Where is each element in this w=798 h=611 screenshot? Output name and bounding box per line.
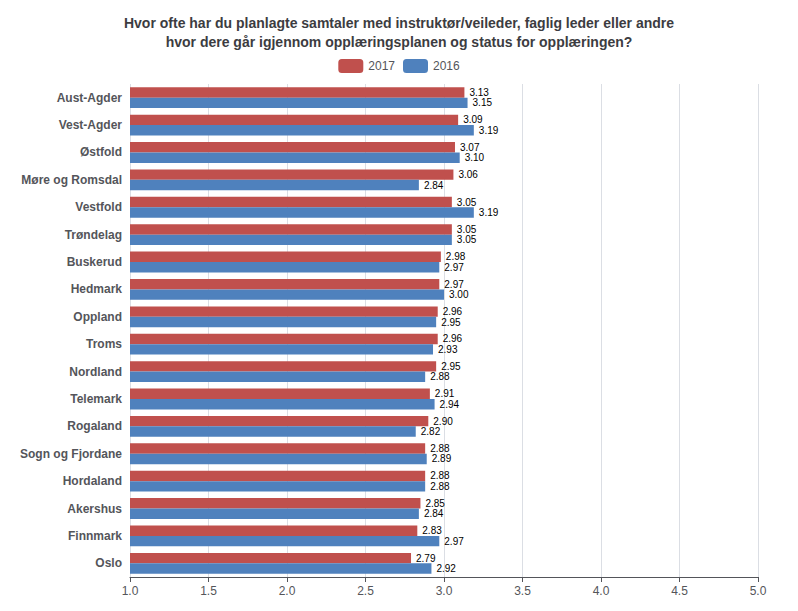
svg-text:Hvor ofte har du planlagte sam: Hvor ofte har du planlagte samtaler med … (124, 15, 674, 31)
svg-text:3.0: 3.0 (436, 584, 453, 598)
svg-text:4.0: 4.0 (593, 584, 610, 598)
svg-text:2.92: 2.92 (436, 563, 456, 574)
svg-text:2.88: 2.88 (430, 371, 450, 382)
svg-text:2.83: 2.83 (422, 525, 442, 536)
svg-text:2.85: 2.85 (425, 498, 445, 509)
svg-text:3.19: 3.19 (479, 125, 499, 136)
svg-text:3.15: 3.15 (473, 97, 493, 108)
svg-text:1.5: 1.5 (200, 584, 217, 598)
svg-text:2.93: 2.93 (438, 344, 458, 355)
svg-text:2.97: 2.97 (444, 262, 464, 273)
svg-text:2.79: 2.79 (416, 553, 436, 564)
svg-text:2.97: 2.97 (444, 536, 464, 547)
svg-text:3.00: 3.00 (449, 289, 469, 300)
svg-text:Oppland: Oppland (73, 310, 122, 324)
svg-text:Aust-Agder: Aust-Agder (57, 91, 123, 105)
svg-text:Nordland: Nordland (69, 365, 122, 379)
svg-text:Rogaland: Rogaland (67, 419, 122, 433)
svg-text:hvor dere går igjennom opplæri: hvor dere går igjennom opplæringsplanen … (166, 34, 633, 50)
svg-text:5.0: 5.0 (750, 584, 767, 598)
svg-text:2.91: 2.91 (435, 388, 455, 399)
svg-text:2017: 2017 (368, 59, 395, 73)
svg-text:3.13: 3.13 (469, 87, 489, 98)
svg-text:4.5: 4.5 (671, 584, 688, 598)
svg-text:Buskerud: Buskerud (67, 255, 122, 269)
svg-text:Trøndelag: Trøndelag (65, 228, 122, 242)
svg-text:1.0: 1.0 (122, 584, 139, 598)
svg-text:Oslo: Oslo (95, 556, 122, 570)
svg-text:Østfold: Østfold (80, 145, 122, 159)
svg-text:Hedmark: Hedmark (71, 282, 123, 296)
svg-text:Akershus: Akershus (67, 502, 122, 516)
svg-text:Vestfold: Vestfold (75, 200, 122, 214)
svg-text:2.84: 2.84 (424, 508, 444, 519)
svg-text:2.97: 2.97 (444, 279, 464, 290)
svg-text:3.10: 3.10 (465, 152, 485, 163)
svg-text:2.94: 2.94 (440, 399, 460, 410)
svg-text:2.96: 2.96 (443, 306, 463, 317)
svg-text:2.82: 2.82 (421, 426, 441, 437)
svg-text:2.0: 2.0 (279, 584, 296, 598)
svg-text:Finnmark: Finnmark (68, 529, 122, 543)
svg-text:2.89: 2.89 (432, 453, 452, 464)
svg-text:Troms: Troms (86, 337, 122, 351)
svg-text:Telemark: Telemark (70, 392, 122, 406)
svg-text:3.05: 3.05 (457, 197, 477, 208)
svg-text:3.07: 3.07 (460, 142, 480, 153)
svg-text:Hordaland: Hordaland (63, 474, 122, 488)
svg-text:Sogn og Fjordane: Sogn og Fjordane (20, 447, 122, 461)
svg-text:2.95: 2.95 (441, 317, 461, 328)
svg-text:3.06: 3.06 (458, 169, 478, 180)
svg-text:3.19: 3.19 (479, 207, 499, 218)
svg-text:2.95: 2.95 (441, 361, 461, 372)
svg-text:2.98: 2.98 (446, 251, 466, 262)
svg-text:3.5: 3.5 (514, 584, 531, 598)
svg-text:Vest-Agder: Vest-Agder (59, 118, 123, 132)
svg-text:2016: 2016 (433, 59, 460, 73)
svg-text:2.5: 2.5 (357, 584, 374, 598)
svg-text:2.88: 2.88 (430, 470, 450, 481)
svg-text:2.96: 2.96 (443, 333, 463, 344)
svg-text:2.88: 2.88 (430, 481, 450, 492)
svg-text:3.05: 3.05 (457, 234, 477, 245)
svg-text:2.88: 2.88 (430, 443, 450, 454)
svg-text:2.84: 2.84 (424, 180, 444, 191)
svg-text:2.90: 2.90 (433, 416, 453, 427)
svg-text:3.05: 3.05 (457, 224, 477, 235)
svg-text:Møre og Romsdal: Møre og Romsdal (21, 173, 122, 187)
svg-text:3.09: 3.09 (463, 114, 483, 125)
